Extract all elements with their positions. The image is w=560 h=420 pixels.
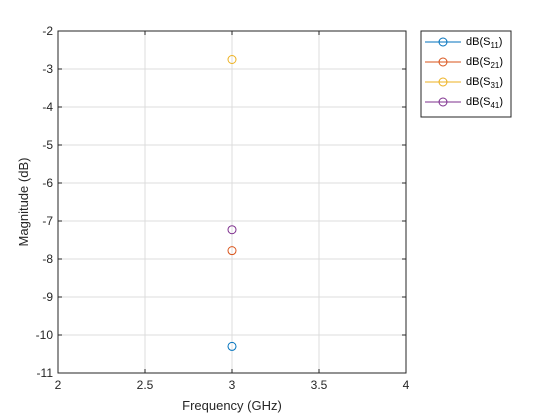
data-point-21 xyxy=(227,246,237,256)
legend-label-21: dB(S21) xyxy=(466,56,503,70)
y-tick-label: -8 xyxy=(42,252,53,266)
data-point-41 xyxy=(227,225,237,235)
x-tick-label: 2 xyxy=(55,378,62,392)
legend-marker-21 xyxy=(438,57,448,67)
legend-label-31: dB(S31) xyxy=(466,76,503,90)
legend-label-11: dB(S11) xyxy=(466,36,502,50)
y-tick-label: -3 xyxy=(42,62,53,76)
x-tick-label: 3 xyxy=(229,378,236,392)
axes xyxy=(57,30,407,374)
legend-label-41: dB(S41) xyxy=(466,96,503,110)
legend: dB(S11) dB(S21) dB(S31) dB(S41) xyxy=(420,30,512,118)
y-tick-label: -6 xyxy=(42,176,53,190)
y-tick-label: -9 xyxy=(42,290,53,304)
x-tick-label: 4 xyxy=(403,378,410,392)
x-axis-title: Frequency (GHz) xyxy=(182,398,282,413)
tick-labels: 2 2.5 3 3.5 4 -11 -10 -9 -8 -7 -6 -5 -4 -3 -2 xyxy=(36,24,410,392)
x-tick-label: 3.5 xyxy=(311,378,328,392)
data-markers xyxy=(227,55,237,351)
y-tick-label: -11 xyxy=(37,366,54,380)
y-tick-label: -4 xyxy=(42,100,53,114)
legend-marker-11 xyxy=(438,37,448,47)
y-tick-label: -2 xyxy=(42,24,53,38)
legend-marker-31 xyxy=(438,77,448,87)
y-axis-title: Magnitude (dB) xyxy=(16,158,31,247)
y-tick-label: -5 xyxy=(42,138,53,152)
y-tick-label: -7 xyxy=(42,214,53,228)
x-tick-label: 2.5 xyxy=(137,378,154,392)
grid xyxy=(58,31,406,373)
legend-marker-41 xyxy=(438,97,448,107)
data-point-11 xyxy=(227,341,237,351)
y-tick-label: -10 xyxy=(36,328,54,342)
data-point-31 xyxy=(227,55,237,64)
legend-box xyxy=(420,30,512,118)
